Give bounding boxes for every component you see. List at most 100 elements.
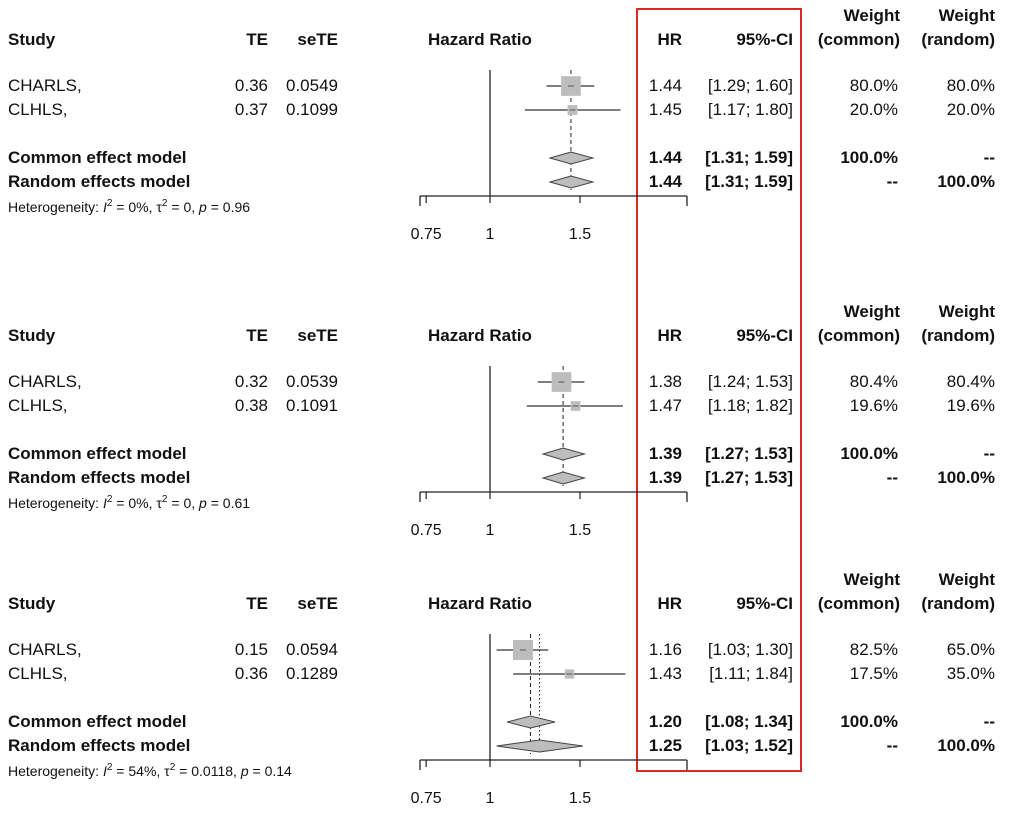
study-weight-common: 80.0%: [849, 76, 898, 95]
model-diamond: [541, 471, 587, 485]
header-weight-common-top: Weight: [843, 302, 900, 321]
model-diamond: [548, 175, 595, 189]
forest-plot: 0.75 1 1.5: [411, 70, 688, 243]
heterogeneity-label: Heterogeneity:: [8, 199, 103, 215]
header-te: TE: [246, 30, 268, 49]
forest-panel-3: Study TE seTE Hazard Ratio HR 95%-CI Weight (co…: [0, 564, 1012, 824]
model-ci: [1.27; 1.53]: [705, 468, 793, 487]
study-weight-random: 20.0%: [946, 100, 995, 119]
header-sete: seTE: [297, 30, 338, 49]
header-te: TE: [246, 326, 268, 345]
model-name: Common effect model: [8, 712, 187, 731]
study-sete: 0.1091: [286, 396, 338, 415]
header-sete: seTE: [297, 594, 338, 613]
model-name: Common effect model: [8, 148, 187, 167]
header-ci: 95%-CI: [736, 326, 793, 345]
model-hr: 1.44: [648, 172, 682, 191]
study-name: CLHLS,: [8, 396, 68, 415]
header-te: TE: [246, 594, 268, 613]
model-weight-random: 100.0%: [937, 468, 995, 487]
study-te: 0.37: [234, 100, 268, 119]
model-weight-common: 100.0%: [840, 712, 898, 731]
x-tick-label: 1.5: [569, 522, 591, 539]
heterogeneity-i2: 0%: [128, 495, 149, 511]
header-hazard-ratio: Hazard Ratio: [428, 30, 532, 49]
study-weight-random: 35.0%: [946, 664, 995, 683]
header-weight-random-bottom: (random): [921, 594, 995, 613]
study-te: 0.36: [234, 76, 268, 95]
model-hr: 1.44: [648, 148, 682, 167]
x-tick-label: 1.5: [569, 790, 591, 807]
heterogeneity-label: Heterogeneity:: [8, 495, 103, 511]
model-ci: [1.31; 1.59]: [705, 148, 793, 167]
study-ci: [1.18; 1.82]: [707, 396, 793, 415]
header-hr: HR: [657, 594, 682, 613]
header-weight-random-top: Weight: [938, 6, 995, 25]
study-sete: 0.0549: [286, 76, 338, 95]
study-te: 0.38: [234, 396, 268, 415]
x-tick-label: 1.5: [569, 226, 591, 243]
study-te: 0.32: [234, 372, 268, 391]
model-diamond: [496, 739, 584, 753]
model-weight-random: 100.0%: [937, 172, 995, 191]
model-name: Random effects model: [8, 468, 191, 487]
model-ci: [1.31; 1.59]: [705, 172, 793, 191]
model-weight-random: --: [983, 712, 995, 731]
model-weight-common: 100.0%: [840, 148, 898, 167]
heterogeneity-text: Heterogeneity: I2 = 0%, τ2 = 0, p = 0.96: [8, 198, 251, 216]
study-hr: 1.44: [648, 76, 682, 95]
study-name: CLHLS,: [8, 100, 68, 119]
study-ci: [1.29; 1.60]: [707, 76, 793, 95]
study-hr: 1.43: [648, 664, 682, 683]
hr-ci-highlight-box: [636, 8, 802, 772]
x-tick-label: 0.75: [411, 790, 442, 807]
forest-plot: 0.75 1 1.5: [411, 366, 688, 539]
study-hr: 1.38: [648, 372, 682, 391]
header-weight-common-top: Weight: [843, 570, 900, 589]
header-hazard-ratio: Hazard Ratio: [428, 594, 532, 613]
study-name: CHARLS,: [8, 76, 82, 95]
model-hr: 1.25: [648, 736, 682, 755]
study-weight-random: 19.6%: [946, 396, 995, 415]
study-hr: 1.47: [648, 396, 682, 415]
model-name: Common effect model: [8, 444, 187, 463]
header-weight-random-bottom: (random): [921, 30, 995, 49]
study-hr: 1.45: [648, 100, 682, 119]
heterogeneity-i2: 0%: [128, 199, 149, 215]
study-weight-common: 19.6%: [849, 396, 898, 415]
model-name: Random effects model: [8, 736, 191, 755]
study-weight-random: 80.4%: [946, 372, 995, 391]
study-ci: [1.03; 1.30]: [707, 640, 793, 659]
model-ci: [1.03; 1.52]: [705, 736, 793, 755]
heterogeneity-tau2: 0.0118: [191, 763, 234, 779]
x-tick-label: 1: [486, 226, 495, 243]
study-name: CHARLS,: [8, 640, 82, 659]
study-sete: 0.0594: [286, 640, 338, 659]
header-weight-common-bottom: (common): [817, 326, 900, 345]
header-sete: seTE: [297, 326, 338, 345]
model-weight-random: 100.0%: [937, 736, 995, 755]
study-ci: [1.11; 1.84]: [709, 664, 793, 683]
model-weight-random: --: [983, 444, 995, 463]
model-hr: 1.39: [648, 468, 682, 487]
forest-panel-2: Study TE seTE Hazard Ratio HR 95%-CI Weight (co…: [0, 296, 1012, 556]
study-weight-common: 20.0%: [849, 100, 898, 119]
study-sete: 0.0539: [286, 372, 338, 391]
model-name: Random effects model: [8, 172, 191, 191]
model-ci: [1.08; 1.34]: [705, 712, 793, 731]
heterogeneity-text: Heterogeneity: I2 = 54%, τ2 = 0.0118, p …: [8, 762, 292, 780]
heterogeneity-p: 0.14: [264, 763, 292, 779]
study-ci: [1.17; 1.80]: [707, 100, 793, 119]
study-name: CHARLS,: [8, 372, 82, 391]
model-diamond: [506, 715, 556, 729]
x-tick-label: 0.75: [411, 226, 442, 243]
study-weight-common: 17.5%: [849, 664, 898, 683]
model-diamond: [548, 151, 595, 165]
header-ci: 95%-CI: [736, 30, 793, 49]
header-study: Study: [8, 326, 56, 345]
header-hazard-ratio: Hazard Ratio: [428, 326, 532, 345]
study-te: 0.15: [234, 640, 268, 659]
model-ci: [1.27; 1.53]: [705, 444, 793, 463]
header-hr: HR: [657, 30, 682, 49]
study-te: 0.36: [234, 664, 268, 683]
